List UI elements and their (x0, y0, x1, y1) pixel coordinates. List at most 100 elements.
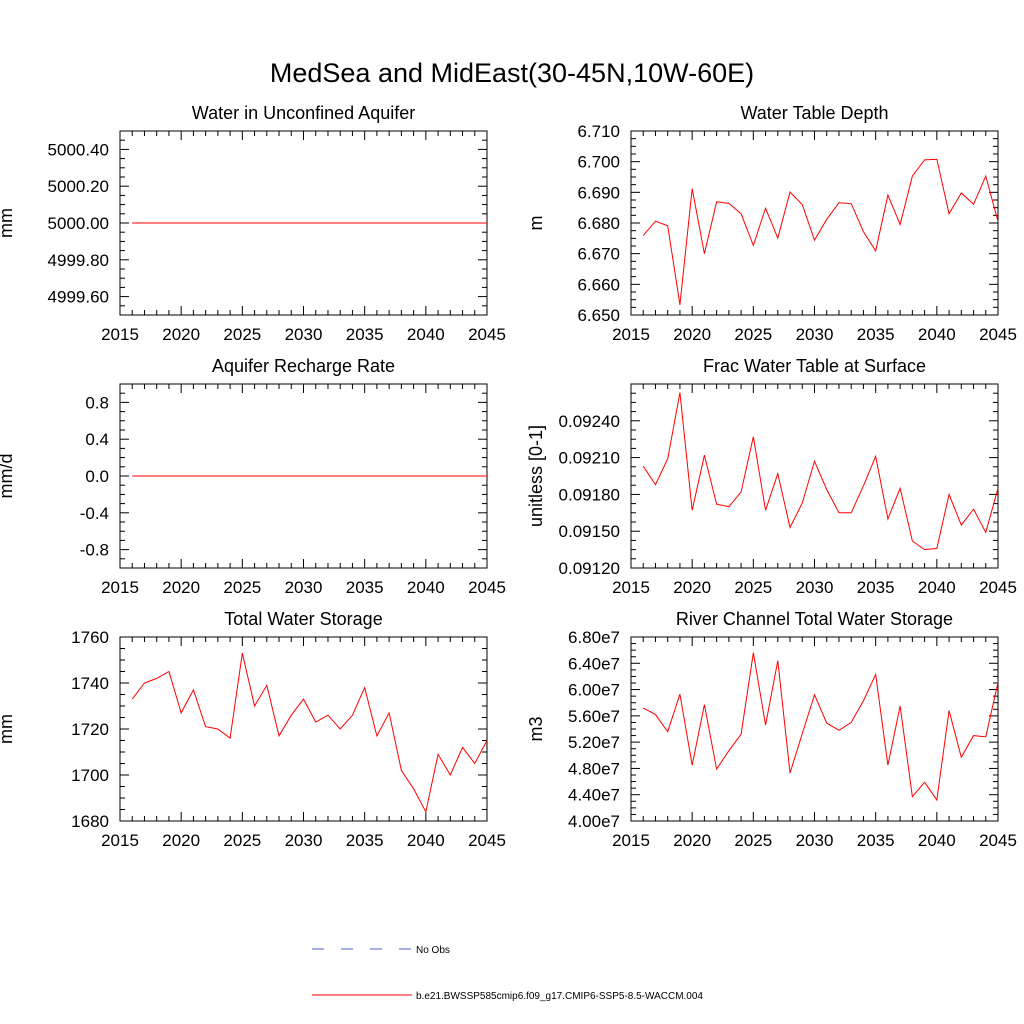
y-tick-label: 5000.40 (48, 140, 109, 159)
series-line (642, 158, 999, 305)
x-tick-label: 2045 (468, 578, 506, 597)
panel-title: River Channel Total Water Storage (676, 609, 953, 629)
y-tick-label: 0.09150 (559, 522, 620, 541)
y-axis-label: mm (0, 208, 16, 238)
x-tick-label: 2035 (346, 831, 384, 850)
y-tick-label: 1740 (71, 674, 109, 693)
x-tick-label: 2030 (796, 831, 834, 850)
x-tick-label: 2030 (285, 831, 323, 850)
chart-panels: Water in Unconfined Aquifer 2015 2020 2025 2… (0, 103, 1017, 850)
series-line (642, 652, 999, 802)
y-tick-label: 4999.60 (48, 288, 109, 307)
panel-title: Total Water Storage (224, 609, 382, 629)
y-tick-label: 0.4 (85, 430, 109, 449)
y-tick-label: 6.00e7 (568, 681, 620, 700)
x-tick-label: 2030 (285, 325, 323, 344)
y-tick-label: 0.0 (85, 467, 109, 486)
y-tick-label: 6.670 (577, 245, 620, 264)
y-tick-label: 4.40e7 (568, 786, 620, 805)
x-tick-label: 2020 (162, 578, 200, 597)
panel-title: Water Table Depth (740, 103, 888, 123)
panel-title: Water in Unconfined Aquifer (192, 103, 415, 123)
x-tick-label: 2045 (979, 325, 1017, 344)
chart-panel-river-channel-storage: River Channel Total Water Storage 2015 202… (526, 609, 1017, 850)
y-tick-label: 6.700 (577, 153, 620, 172)
chart-panel-frac-water-table-at-surface: Frac Water Table at Surface 2015 2020 2025 2… (526, 356, 1017, 597)
y-tick-label: 6.660 (577, 275, 620, 294)
x-tick-label: 2040 (918, 325, 956, 344)
y-tick-label: 5000.00 (48, 214, 109, 233)
y-tick-label: 0.09120 (559, 559, 620, 578)
y-tick-label: 0.8 (85, 393, 109, 412)
y-tick-label: 1680 (71, 812, 109, 831)
x-tick-label: 2015 (612, 831, 650, 850)
x-tick-label: 2025 (734, 578, 772, 597)
y-tick-label: 0.09180 (559, 485, 620, 504)
x-tick-label: 2015 (612, 325, 650, 344)
y-tick-label: 1760 (71, 628, 109, 647)
chart-panel-water-table-depth: Water Table Depth 2015 2020 2025 2030 2035 204… (526, 103, 1017, 344)
x-tick-label: 2040 (918, 831, 956, 850)
legend: No Obs b.e21.BWSSP585cmip6.f09_g17.CMIP6… (312, 945, 703, 1002)
x-tick-label: 2015 (101, 325, 139, 344)
x-tick-label: 2040 (407, 831, 445, 850)
y-tick-label: 0.09210 (559, 449, 620, 468)
legend-label-model-run: b.e21.BWSSP585cmip6.f09_g17.CMIP6-SSP5-8… (416, 991, 703, 1002)
x-tick-label: 2020 (673, 325, 711, 344)
x-tick-label: 2030 (796, 325, 834, 344)
x-tick-label: 2015 (101, 578, 139, 597)
series-line (642, 392, 999, 551)
x-tick-label: 2020 (162, 831, 200, 850)
x-tick-label: 2025 (734, 831, 772, 850)
y-tick-label: 6.80e7 (568, 628, 620, 647)
chart-panel-aquifer-recharge-rate: Aquifer Recharge Rate 2015 2020 2025 2030 203… (0, 356, 506, 597)
x-tick-label: 2040 (918, 578, 956, 597)
y-tick-label: 0.09240 (559, 412, 620, 431)
x-tick-label: 2020 (673, 831, 711, 850)
x-tick-label: 2030 (285, 578, 323, 597)
x-tick-label: 2015 (101, 831, 139, 850)
y-tick-label: 4.00e7 (568, 812, 620, 831)
legend-label-no-obs: No Obs (416, 945, 450, 956)
x-tick-label: 2040 (407, 325, 445, 344)
y-tick-label: 5.20e7 (568, 733, 620, 752)
y-tick-label: 6.710 (577, 122, 620, 141)
x-tick-label: 2025 (223, 325, 261, 344)
y-tick-label: 6.680 (577, 214, 620, 233)
y-axis-label: mm/d (0, 454, 16, 499)
y-tick-label: 4.80e7 (568, 759, 620, 778)
y-tick-label: 1720 (71, 720, 109, 739)
x-tick-label: 2040 (407, 578, 445, 597)
y-axis-label: mm (0, 714, 16, 744)
x-tick-label: 2025 (223, 578, 261, 597)
y-tick-label: 5.60e7 (568, 707, 620, 726)
x-tick-label: 2035 (346, 325, 384, 344)
y-tick-label: -0.4 (80, 504, 109, 523)
panel-title: Frac Water Table at Surface (703, 356, 926, 376)
plot-frame (630, 130, 999, 316)
y-tick-label: 6.650 (577, 306, 620, 325)
x-tick-label: 2035 (857, 831, 895, 850)
y-tick-label: 5000.20 (48, 177, 109, 196)
x-tick-label: 2035 (857, 325, 895, 344)
x-tick-label: 2015 (612, 578, 650, 597)
y-tick-label: 6.40e7 (568, 654, 620, 673)
series-line (131, 652, 488, 814)
x-tick-label: 2030 (796, 578, 834, 597)
plot-frame (119, 636, 488, 822)
x-tick-label: 2045 (979, 578, 1017, 597)
figure-title: MedSea and MidEast(30-45N,10W-60E) (270, 58, 754, 88)
y-axis-label: m (526, 216, 546, 231)
x-tick-label: 2035 (857, 578, 895, 597)
x-tick-label: 2025 (223, 831, 261, 850)
panel-title: Aquifer Recharge Rate (212, 356, 395, 376)
x-tick-label: 2045 (979, 831, 1017, 850)
y-axis-label: m3 (526, 716, 546, 741)
y-tick-label: 4999.80 (48, 251, 109, 270)
x-tick-label: 2045 (468, 325, 506, 344)
y-axis-label: unitless [0-1] (526, 425, 546, 527)
plot-frame (630, 383, 999, 569)
x-tick-label: 2025 (734, 325, 772, 344)
y-tick-label: 6.690 (577, 183, 620, 202)
